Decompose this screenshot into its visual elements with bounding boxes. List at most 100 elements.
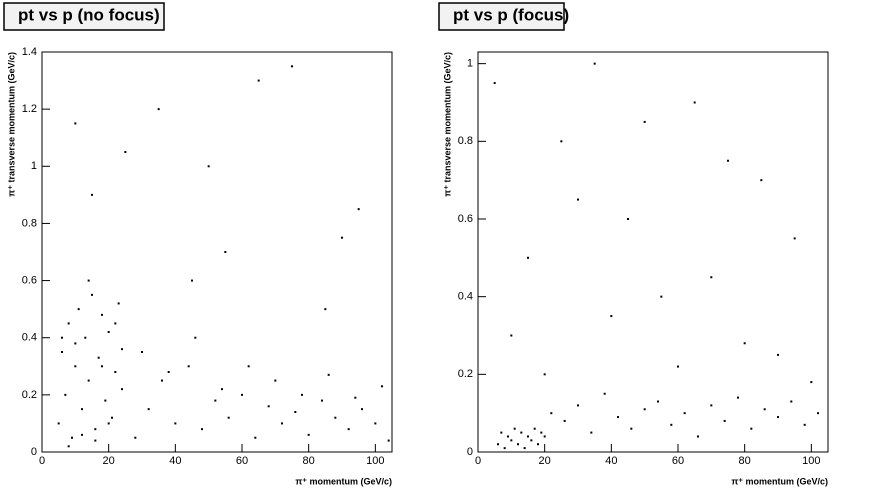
point: [610, 315, 613, 318]
x-axis-label: π⁺ momentum (GeV/c): [731, 476, 828, 486]
point: [727, 159, 729, 162]
point: [617, 416, 619, 419]
point: [790, 400, 793, 403]
point: [124, 151, 127, 153]
point: [107, 331, 110, 333]
point: [294, 411, 297, 413]
point: [347, 428, 350, 431]
point: [743, 342, 746, 345]
point: [760, 179, 763, 182]
x-axis-label: π⁺ momentum (GeV/c): [295, 476, 392, 486]
point: [91, 193, 93, 196]
y-tick-label: 0.6: [22, 274, 37, 286]
point: [590, 431, 593, 434]
point: [750, 427, 753, 430]
point: [291, 65, 293, 68]
point: [793, 237, 796, 240]
point: [533, 427, 536, 430]
point: [334, 416, 337, 419]
point: [101, 313, 103, 316]
point: [387, 439, 390, 442]
point: [174, 422, 177, 425]
point: [710, 276, 713, 279]
x-tick-label: 80: [739, 455, 751, 467]
point: [301, 393, 303, 396]
point: [723, 419, 726, 422]
point: [57, 422, 60, 425]
point: [810, 381, 813, 384]
point: [67, 322, 70, 325]
point: [274, 379, 277, 382]
point: [327, 373, 330, 376]
point: [111, 416, 113, 419]
x-tick-label: 0: [475, 455, 481, 467]
point: [227, 416, 230, 419]
point: [224, 251, 227, 253]
point: [134, 436, 137, 439]
x-tick-label: 60: [672, 455, 684, 467]
point: [81, 433, 83, 436]
point: [693, 101, 696, 104]
point: [517, 443, 519, 446]
point: [207, 165, 210, 168]
point: [577, 404, 579, 407]
point: [697, 435, 699, 438]
point: [710, 404, 713, 407]
point: [660, 295, 663, 298]
y-axis-label: π⁺ transverse momentum (GeV/c): [6, 52, 16, 197]
point: [94, 439, 97, 442]
x-tick-label: 20: [103, 455, 115, 467]
point: [121, 348, 123, 351]
y-tick-label: 0.4: [458, 291, 473, 303]
point: [247, 365, 250, 368]
point: [493, 82, 496, 85]
point: [341, 236, 343, 239]
point: [71, 436, 73, 439]
point: [603, 392, 606, 395]
y-tick-label: 1.2: [22, 103, 37, 115]
point: [527, 435, 529, 438]
point: [81, 408, 83, 411]
y-tick-label: 0: [467, 446, 473, 458]
title-box: [438, 2, 565, 31]
point: [643, 408, 646, 411]
point: [74, 342, 77, 345]
x-tick-label: 20: [539, 455, 551, 467]
y-tick-label: 1.4: [22, 46, 37, 58]
x-tick-label: 100: [802, 455, 820, 467]
point: [187, 365, 190, 368]
point: [523, 447, 526, 450]
point: [777, 416, 779, 419]
point: [630, 427, 633, 430]
y-tick-label: 1: [31, 160, 37, 172]
point: [64, 393, 67, 396]
point: [104, 399, 107, 402]
point: [321, 399, 323, 402]
point: [61, 351, 63, 353]
x-tick-label: 0: [39, 455, 45, 467]
x-tick-label: 60: [236, 455, 248, 467]
point: [500, 431, 503, 434]
y-tick-label: 0.6: [458, 213, 473, 225]
point: [114, 322, 117, 325]
point: [157, 108, 160, 111]
point: [201, 428, 203, 431]
point: [74, 122, 77, 125]
point: [281, 422, 283, 425]
point: [74, 365, 77, 368]
point: [560, 140, 563, 143]
point: [241, 393, 243, 396]
y-tick-label: 0.4: [22, 332, 37, 344]
point: [254, 436, 257, 439]
point: [214, 399, 217, 402]
point: [61, 336, 63, 339]
x-tick-label: 100: [366, 455, 384, 467]
point: [643, 120, 646, 123]
point: [117, 302, 120, 305]
y-tick-label: 0: [31, 446, 37, 458]
point: [817, 412, 819, 415]
point: [537, 443, 539, 446]
point: [677, 365, 679, 368]
point: [91, 293, 93, 296]
point: [84, 336, 87, 339]
